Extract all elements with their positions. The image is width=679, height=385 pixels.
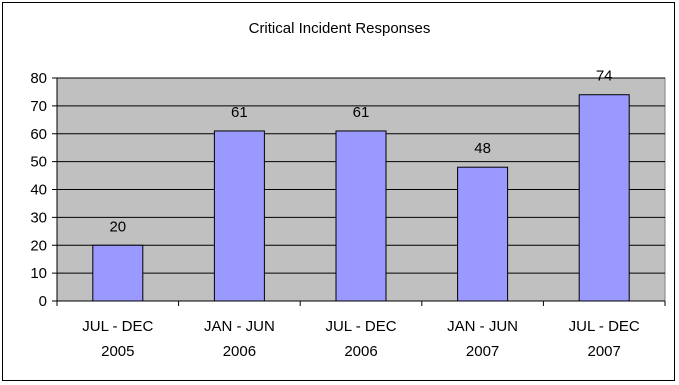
y-tick-label: 60 — [30, 126, 47, 143]
x-tick-label: JUL - DEC — [569, 318, 640, 335]
y-tick-label: 70 — [30, 98, 47, 115]
x-tick-label: 2007 — [588, 343, 621, 360]
y-tick-label: 20 — [30, 237, 47, 254]
y-tick-label: 80 — [30, 70, 47, 87]
x-tick-label: 2006 — [223, 343, 256, 360]
x-tick-label: JAN - JUN — [447, 318, 518, 335]
x-tick-label: 2006 — [344, 343, 377, 360]
chart-title: Critical Incident Responses — [248, 20, 431, 37]
y-tick-labels: 0 10 20 30 40 50 60 70 80 — [30, 70, 47, 310]
x-tick-label: 2005 — [101, 343, 134, 360]
bars — [92, 94, 630, 302]
y-tick-label: 10 — [30, 265, 47, 282]
bar — [457, 166, 509, 302]
x-tick-label: JUL - DEC — [82, 318, 153, 335]
x-tick-labels: JUL - DEC 2005 JAN - JUN 2006 JUL - DEC 2006 J… — [82, 318, 640, 360]
bar — [92, 244, 144, 302]
bar — [578, 94, 630, 302]
bar — [213, 130, 265, 302]
x-tick-label: 2007 — [466, 343, 499, 360]
y-tick-label: 0 — [39, 293, 47, 310]
data-label: 61 — [231, 104, 248, 121]
data-label: 48 — [474, 140, 491, 157]
y-tick-label: 50 — [30, 154, 47, 171]
data-label: 20 — [109, 218, 126, 235]
x-tick-label: JAN - JUN — [204, 318, 275, 335]
data-label: 61 — [353, 104, 370, 121]
data-labels: 20 61 61 48 74 — [109, 68, 612, 236]
y-tick-label: 30 — [30, 209, 47, 226]
y-tick-label: 40 — [30, 182, 47, 199]
axes — [52, 77, 666, 306]
data-label: 74 — [596, 68, 613, 85]
x-tick-label: JUL - DEC — [325, 318, 396, 335]
bar — [335, 130, 387, 302]
